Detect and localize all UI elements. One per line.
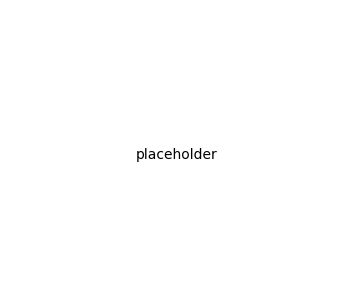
Text: placeholder: placeholder — [136, 147, 218, 162]
